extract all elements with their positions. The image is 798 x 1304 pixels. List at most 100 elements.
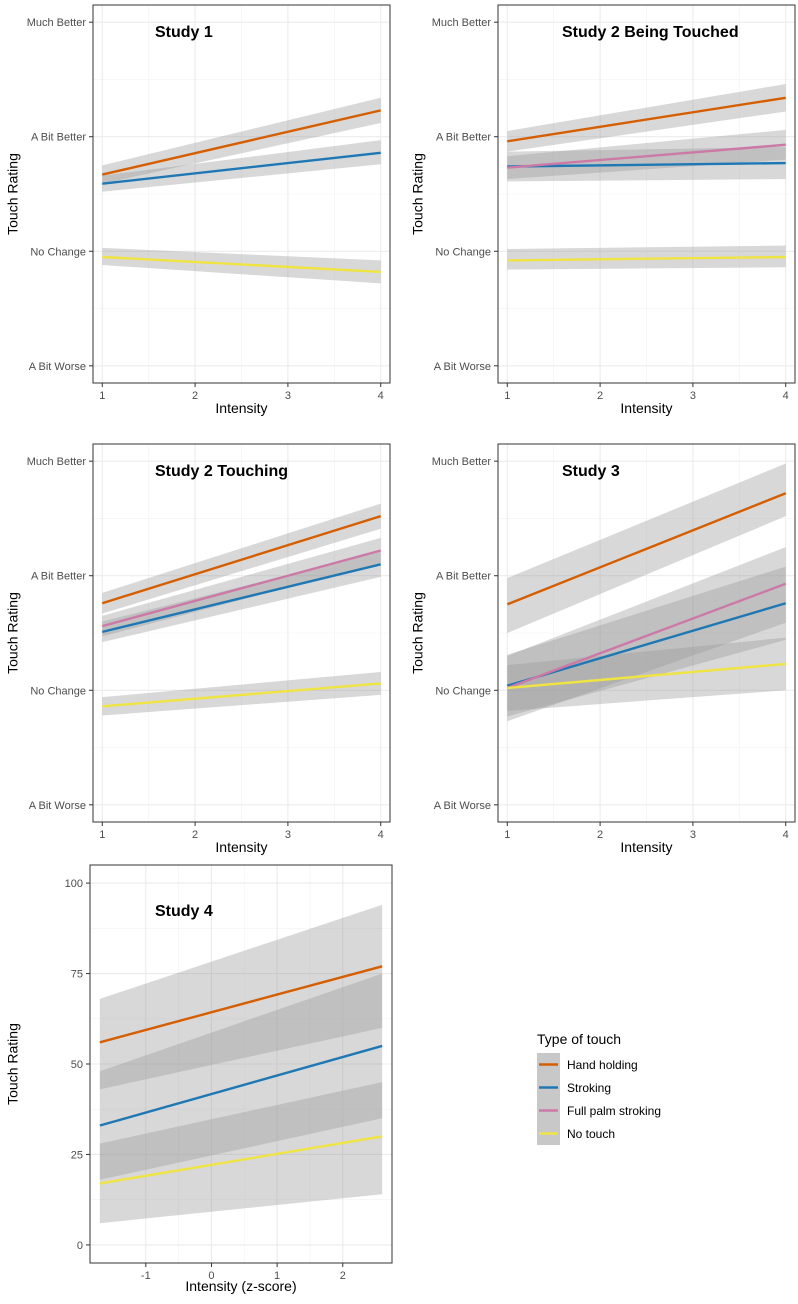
study-3-x-tick-label: 2 bbox=[597, 829, 603, 841]
study-2-being-touched-line-hand-holding bbox=[507, 96, 786, 143]
study-2-touching-y-tick-label: A Bit Better bbox=[31, 571, 86, 583]
legend-label: No touch bbox=[567, 1127, 615, 1141]
study-1-panel-border bbox=[92, 4, 391, 384]
study-1-ci-band-stroking bbox=[102, 140, 381, 192]
study-3-y-tick-label: A Bit Better bbox=[436, 571, 491, 583]
study-2-touching-x-axis-title: Intensity bbox=[215, 839, 267, 855]
study-3-y-tick-label: No Change bbox=[435, 685, 491, 697]
legend-item-stroking: Stroking bbox=[537, 1076, 611, 1099]
study-2-being-touched-y-axis-title: Touch Rating bbox=[410, 153, 426, 235]
study-2-touching-line-hand-holding bbox=[101, 515, 382, 605]
study-2-being-touched-line-full-palm-stroking bbox=[507, 143, 786, 169]
study-2-touching-line-full-palm-stroking bbox=[101, 549, 382, 628]
study-2-being-touched-x-tick-label: 4 bbox=[783, 390, 789, 402]
study-2-being-touched-x-tick-label: 3 bbox=[690, 390, 696, 402]
study-2-being-touched-panel-border bbox=[497, 4, 796, 384]
study-1-y-axis-title: Touch Rating bbox=[5, 153, 21, 235]
study-4-y-tick-label: 0 bbox=[77, 1240, 83, 1252]
study-2-being-touched-y-tick-label: Much Better bbox=[432, 17, 492, 29]
study-4-line-stroking bbox=[99, 1044, 383, 1127]
legend-item-hand-holding: Hand holding bbox=[537, 1053, 638, 1076]
study-1-y-tick-label: No Change bbox=[30, 246, 86, 258]
study-4-line-hand-holding bbox=[99, 965, 383, 1044]
study-3-x-tick-label: 4 bbox=[783, 829, 789, 841]
study-2-touching-x-tick-label: 4 bbox=[378, 829, 384, 841]
study-2-touching-x-tick-label: 1 bbox=[99, 829, 105, 841]
study-1-line-hand-holding bbox=[102, 109, 381, 176]
study-2-being-touched-y-tick-label: A Bit Better bbox=[436, 132, 491, 144]
study-4-x-axis-title: Intensity (z-score) bbox=[185, 1278, 296, 1294]
study-4-x-tick-label: 0 bbox=[208, 1270, 214, 1282]
study-4-ci-band-hand-holding bbox=[99, 904, 383, 1090]
study-4-ci-band-stroking bbox=[99, 973, 383, 1180]
study-1-y-tick-label: A Bit Better bbox=[31, 132, 86, 144]
panel-study-4: 0 25 50 75 100 -1 0 1 2 Intensity (z-score) Touch … bbox=[5, 864, 393, 1294]
study-1-y-tick-label: A Bit Worse bbox=[29, 361, 86, 373]
legend-item-full-palm-stroking: Full palm stroking bbox=[537, 1099, 661, 1122]
study-1-ci-band-hand-holding bbox=[102, 97, 381, 184]
study-4-y-tick-label: 75 bbox=[71, 969, 83, 981]
study-3-x-axis-title: Intensity bbox=[620, 839, 672, 855]
study-3-x-tick-label: 1 bbox=[504, 829, 510, 841]
study-4-x-tick-label: -1 bbox=[141, 1270, 151, 1282]
legend-label: Stroking bbox=[567, 1081, 611, 1095]
study-4-y-tick-label: 25 bbox=[71, 1149, 83, 1161]
study-4-x-tick-label: 2 bbox=[340, 1270, 346, 1282]
study-1-x-tick-label: 2 bbox=[192, 390, 198, 402]
study-2-touching-line-no-touch bbox=[102, 682, 381, 708]
study-2-touching-y-axis-title: Touch Rating bbox=[5, 592, 21, 674]
study-1-line-no-touch bbox=[102, 255, 381, 274]
legend-title: Type of touch bbox=[537, 1031, 621, 1047]
study-3-panel-border bbox=[497, 443, 796, 823]
study-3-ci-band-full-palm-stroking bbox=[507, 547, 786, 722]
study-4-x-tick-label: 1 bbox=[274, 1270, 280, 1282]
legend: Type of touch Hand holding Stroking Full pa… bbox=[537, 1031, 661, 1145]
study-3-ci-band-no-touch bbox=[507, 637, 786, 711]
legend-label: Hand holding bbox=[567, 1058, 638, 1072]
study-2-being-touched-x-tick-label: 2 bbox=[597, 390, 603, 402]
study-2-touching-y-tick-label: No Change bbox=[30, 685, 86, 697]
study-2-being-touched-x-axis-title: Intensity bbox=[620, 400, 672, 416]
study-2-being-touched-line-no-touch bbox=[507, 255, 786, 262]
study-3-ci-band-stroking bbox=[507, 566, 786, 717]
study-4-y-tick-label: 100 bbox=[65, 878, 83, 890]
study-1-x-tick-label: 3 bbox=[285, 390, 291, 402]
study-4-y-axis-title: Touch Rating bbox=[5, 1023, 21, 1105]
study-2-touching-y-tick-label: A Bit Worse bbox=[29, 800, 86, 812]
study-1-x-axis-title: Intensity bbox=[215, 400, 267, 416]
study-2-touching-title: Study 2 Touching bbox=[155, 463, 288, 480]
study-1-y-tick-label: Much Better bbox=[27, 17, 87, 29]
panel-study-2-touching: A Bit Worse No Change A Bit Better Much Bet… bbox=[5, 443, 391, 855]
study-4-title: Study 4 bbox=[155, 903, 213, 920]
study-4-line-no-touch bbox=[99, 1135, 383, 1185]
study-3-line-full-palm-stroking bbox=[506, 582, 787, 690]
study-2-being-touched-ci-band-hand-holding bbox=[507, 84, 786, 152]
study-2-being-touched-line-stroking bbox=[507, 161, 786, 168]
study-3-line-hand-holding bbox=[506, 492, 787, 606]
study-1-title: Study 1 bbox=[155, 24, 213, 41]
study-1-x-tick-label: 1 bbox=[99, 390, 105, 402]
study-2-touching-line-stroking bbox=[101, 563, 382, 634]
study-2-touching-x-tick-label: 2 bbox=[192, 829, 198, 841]
study-2-being-touched-y-tick-label: A Bit Worse bbox=[434, 361, 491, 373]
study-3-y-tick-label: Much Better bbox=[432, 456, 492, 468]
study-3-x-tick-label: 3 bbox=[690, 829, 696, 841]
study-3-y-axis-title: Touch Rating bbox=[410, 592, 426, 674]
study-2-being-touched-y-tick-label: No Change bbox=[435, 246, 491, 258]
study-4-ci-band-no-touch bbox=[99, 1082, 383, 1224]
panel-study-2-being-touched: A Bit Worse No Change A Bit Better Much Bet… bbox=[410, 4, 796, 416]
study-1-line-stroking bbox=[102, 151, 381, 185]
legend-label: Full palm stroking bbox=[567, 1104, 661, 1118]
study-4-y-tick-label: 50 bbox=[71, 1059, 83, 1071]
study-1-x-tick-label: 4 bbox=[378, 390, 384, 402]
study-3-line-stroking bbox=[506, 602, 787, 687]
study-3-y-tick-label: A Bit Worse bbox=[434, 800, 491, 812]
study-3-line-no-touch bbox=[507, 662, 786, 690]
study-2-being-touched-title: Study 2 Being Touched bbox=[562, 24, 739, 41]
study-2-touching-y-tick-label: Much Better bbox=[27, 456, 87, 468]
study-2-touching-x-tick-label: 3 bbox=[285, 829, 291, 841]
panel-study-1: A Bit Worse No Change A Bit Better Much Bet… bbox=[5, 4, 391, 416]
study-3-title: Study 3 bbox=[562, 463, 620, 480]
study-2-touching-panel-border bbox=[92, 443, 391, 823]
